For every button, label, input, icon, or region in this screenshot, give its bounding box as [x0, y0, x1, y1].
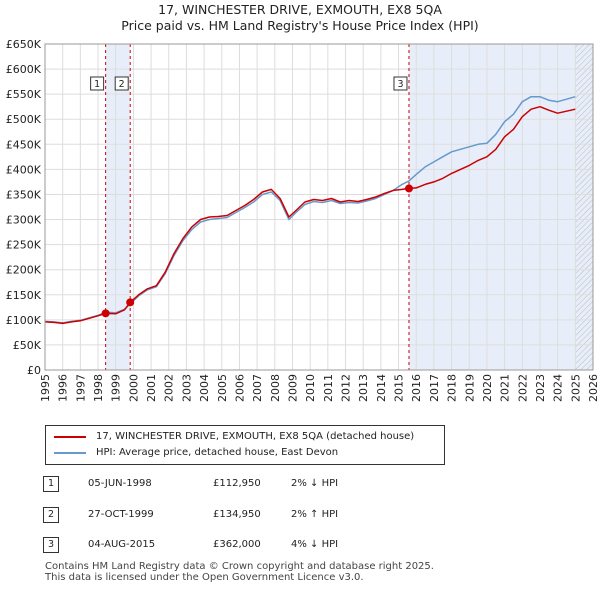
legend-label-property: 17, WINCHESTER DRIVE, EXMOUTH, EX8 5QA (… — [96, 431, 415, 442]
sale-point — [101, 309, 110, 318]
x-tick-label: 2015 — [393, 374, 406, 402]
chart-subtitle: Price paid vs. HM Land Registry's House … — [121, 18, 479, 33]
sale-hpi-diff: 4% ↓ HPI — [291, 539, 339, 550]
forecast-hatch — [575, 44, 593, 370]
sale-hpi-diff: 2% ↓ HPI — [291, 478, 339, 489]
x-tick-label: 2024 — [552, 374, 565, 402]
x-tick-label: 2002 — [163, 374, 176, 402]
x-tick-label: 2022 — [516, 374, 529, 402]
x-tick-label: 2021 — [499, 374, 512, 402]
x-tick-label: 2003 — [180, 374, 193, 402]
y-tick-label: £350K — [6, 188, 42, 201]
y-tick-label: £600K — [6, 63, 42, 76]
sale-date: 27-OCT-1999 — [88, 509, 154, 520]
sale-range-shade — [105, 44, 131, 370]
sale-price: £362,000 — [213, 539, 261, 550]
sale-badge: 3 — [43, 537, 59, 553]
price-chart: 1 2 3 £0 £50K £100K £150K £200K £250K £300K £350K £… — [6, 38, 600, 402]
footer-line-2: This data is licensed under the Open Gov… — [45, 572, 364, 583]
sale-label-text: 1 — [94, 79, 100, 90]
sale-label-box — [90, 76, 105, 91]
x-tick-label: 1997 — [74, 374, 87, 402]
y-tick-label: £550K — [6, 88, 42, 101]
y-tick-label: £500K — [6, 113, 42, 126]
sale-label-text: 2 — [119, 79, 125, 90]
y-tick-label: £0 — [27, 364, 41, 377]
sale-range-shade — [408, 44, 593, 370]
sale-date: 04-AUG-2015 — [88, 539, 156, 550]
plot-frame — [44, 43, 594, 371]
x-tick-label: 2019 — [463, 374, 476, 402]
x-tick-label: 2025 — [569, 374, 582, 402]
x-tick-label: 2017 — [428, 374, 441, 402]
y-tick-label: £450K — [6, 138, 42, 151]
x-tick-label: 2026 — [587, 374, 600, 402]
x-tick-label: 2008 — [269, 374, 282, 402]
sale-date: 05-JUN-1998 — [88, 478, 152, 489]
sale-point — [404, 184, 413, 193]
x-tick-label: 2005 — [216, 374, 229, 402]
x-tick-label: 2014 — [375, 374, 388, 402]
legend-swatch-hpi — [54, 452, 86, 454]
y-tick-label: £300K — [6, 214, 42, 227]
legend-label-hpi: HPI: Average price, detached house, East… — [96, 447, 339, 458]
y-tick-label: £400K — [6, 163, 42, 176]
x-tick-label: 2013 — [357, 374, 370, 402]
x-tick-label: 2009 — [286, 374, 299, 402]
x-tick-label: 1995 — [39, 374, 52, 402]
chart-legend: 17, WINCHESTER DRIVE, EXMOUTH, EX8 5QA (… — [45, 425, 445, 465]
sale-hpi-diff: 2% ↑ HPI — [291, 509, 339, 520]
x-tick-label: 2006 — [233, 374, 246, 402]
sale-badge: 2 — [43, 507, 59, 523]
sale-badge: 1 — [43, 476, 59, 492]
sale-label-text: 3 — [397, 79, 403, 90]
x-tick-label: 1998 — [92, 374, 105, 402]
x-tick-label: 1999 — [110, 374, 123, 402]
legend-swatch-property — [54, 436, 86, 438]
x-tick-label: 2012 — [340, 374, 353, 402]
x-tick-label: 2018 — [446, 374, 459, 402]
footer-line-1: Contains HM Land Registry data © Crown c… — [45, 561, 434, 572]
x-tick-label: 2001 — [145, 374, 158, 402]
x-tick-label: 2016 — [410, 374, 423, 402]
y-tick-label: £200K — [6, 264, 42, 277]
x-tick-label: 2011 — [322, 374, 335, 402]
x-tick-label: 2010 — [304, 374, 317, 402]
sale-label-box — [114, 76, 129, 91]
sale-label-box — [393, 76, 408, 91]
x-tick-label: 2000 — [127, 374, 140, 402]
x-tick-label: 2023 — [534, 374, 547, 402]
x-tick-label: 2007 — [251, 374, 264, 402]
x-tick-label: 2004 — [198, 374, 211, 402]
x-tick-label: 2020 — [481, 374, 494, 402]
y-tick-label: £250K — [6, 239, 42, 252]
y-tick-label: £50K — [13, 339, 42, 352]
chart-title: 17, WINCHESTER DRIVE, EXMOUTH, EX8 5QA — [158, 2, 442, 17]
sale-point — [126, 298, 135, 307]
sale-price: £112,950 — [213, 478, 261, 489]
y-tick-label: £100K — [6, 314, 42, 327]
x-tick-label: 1996 — [57, 374, 70, 402]
y-tick-label: £150K — [6, 289, 42, 302]
sale-price: £134,950 — [213, 509, 261, 520]
footer-attribution: Contains HM Land Registry data © Crown c… — [45, 561, 434, 583]
y-tick-label: £650K — [6, 38, 42, 51]
